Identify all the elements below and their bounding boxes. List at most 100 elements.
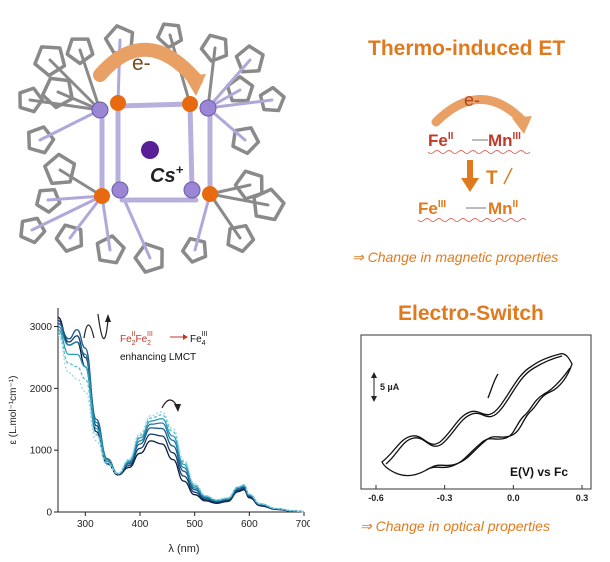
ligand-ring bbox=[95, 234, 126, 265]
ligand-ring bbox=[156, 22, 184, 50]
electro-title: Electro-Switch bbox=[398, 302, 544, 325]
annotation-note: enhancing LMCT bbox=[120, 352, 196, 363]
cv-trace bbox=[381, 353, 573, 477]
electron-transfer-arrowhead bbox=[184, 74, 206, 96]
lmct-arrowhead bbox=[174, 404, 181, 412]
mn-atom bbox=[183, 181, 201, 199]
spectrum-y-axis-label: ε (L.mol⁻¹cm⁻¹) bbox=[8, 376, 19, 445]
absorption-spectrum-chart: 300 400 500 600 700 0 1000 2000 3000 ε (L.mol⁻¹c… bbox=[8, 308, 310, 555]
ligand-ring bbox=[27, 125, 56, 155]
cv-axis-label: E(V) vs Fc bbox=[510, 465, 568, 479]
cv-trace bbox=[487, 373, 499, 399]
spectrum-x-axis-label: λ (nm) bbox=[168, 543, 199, 555]
mn-atom bbox=[111, 181, 129, 199]
ligand-bond bbox=[100, 194, 112, 252]
cv-traces bbox=[381, 353, 573, 477]
spectrum-x-tick-label: 300 bbox=[77, 519, 94, 530]
cv-trace bbox=[385, 355, 563, 465]
ligand-ring bbox=[35, 187, 62, 214]
current-scale-bottom bbox=[371, 396, 377, 402]
spectrum-y-tick-label: 2000 bbox=[30, 384, 53, 395]
spectrum-x-tick-label: 400 bbox=[132, 519, 149, 530]
ligand-bond bbox=[78, 48, 102, 112]
spectrum-y-tick-label: 1000 bbox=[30, 446, 53, 457]
ligand-bond bbox=[48, 58, 102, 112]
peak-up-arrow bbox=[83, 324, 95, 339]
ligand-ring bbox=[231, 126, 261, 156]
thermo-electron-arrowhead bbox=[512, 116, 532, 134]
ligand-sticks bbox=[18, 22, 286, 274]
spectrum-series-line bbox=[57, 332, 305, 513]
temperature-increase-arrow bbox=[503, 167, 513, 185]
ligand-bond bbox=[38, 108, 102, 142]
electron-transfer-arrow bbox=[93, 42, 203, 87]
ligand-ring bbox=[65, 37, 95, 66]
cv-trace bbox=[425, 367, 571, 471]
bottom-underline bbox=[417, 218, 527, 222]
ligand-bond bbox=[46, 194, 104, 202]
ligand-ring bbox=[226, 223, 256, 254]
spectrum-x-tick-label: 600 bbox=[241, 519, 258, 530]
ligand-ring bbox=[33, 45, 67, 78]
spectrum-series bbox=[57, 316, 305, 513]
ligand-bond bbox=[206, 58, 252, 110]
spectrum-x-tick-label: 500 bbox=[186, 519, 203, 530]
spectrum-series-line bbox=[57, 316, 305, 513]
cv-x-tick-label: -0.3 bbox=[437, 493, 453, 503]
ligand-ring bbox=[180, 236, 208, 264]
spectrum-series-line bbox=[57, 319, 305, 513]
cv-ticks: -0.6 -0.3 0.0 0.3 bbox=[368, 485, 588, 503]
top-mn-label: MnIII bbox=[488, 131, 521, 150]
current-scale-top bbox=[371, 372, 377, 378]
cube-edges bbox=[99, 101, 213, 203]
top-underline bbox=[427, 150, 531, 154]
ligand-ring bbox=[54, 223, 84, 253]
ligand-bond bbox=[58, 168, 104, 198]
fe-atom bbox=[110, 95, 126, 111]
fe-atom bbox=[94, 188, 110, 204]
spectrum-y-tick-label: 3000 bbox=[30, 322, 53, 333]
peak-down-arrowhead bbox=[105, 314, 111, 322]
spectrum-x-tick-label: 700 bbox=[296, 519, 310, 530]
ligand-bond bbox=[193, 192, 212, 252]
crystal-structure-image: e- Cs+ bbox=[18, 22, 286, 274]
cv-x-tick-label: 0.0 bbox=[507, 493, 520, 503]
spectrum-y-tick-label: 0 bbox=[46, 508, 52, 519]
thermo-title: Thermo-induced ET bbox=[368, 37, 566, 60]
thermo-electron-arrow bbox=[431, 95, 527, 127]
temperature-arrow-head bbox=[461, 178, 479, 192]
cs-atom bbox=[141, 141, 159, 159]
magnetic-consequence: ⇒ Change in magnetic properties bbox=[352, 249, 559, 265]
annotation-arrowhead bbox=[183, 334, 188, 340]
ligand-ring bbox=[133, 242, 164, 274]
optical-consequence: ⇒ Change in optical properties bbox=[360, 518, 550, 534]
ligand-bond bbox=[208, 192, 242, 240]
bottom-mn-label: MnII bbox=[488, 199, 518, 218]
temperature-label: T bbox=[486, 168, 498, 189]
annotation-left-fe: Fe2IIFe2III bbox=[120, 331, 153, 347]
peak-down-arrow bbox=[97, 313, 109, 340]
ligand-bond bbox=[28, 98, 102, 112]
ligand-bond bbox=[68, 194, 104, 240]
fe-atom bbox=[182, 96, 198, 112]
cv-x-tick-label: 0.3 bbox=[576, 493, 589, 503]
ligand-bond bbox=[30, 194, 104, 232]
structure-electron-label: e- bbox=[132, 52, 151, 75]
spectrum-axes: 300 400 500 600 700 0 1000 2000 3000 bbox=[30, 308, 310, 530]
ligand-bond bbox=[206, 46, 217, 110]
ligand-bond bbox=[206, 98, 274, 110]
thermo-scheme: e- FeII MnIII T FeIII MnII bbox=[417, 90, 532, 222]
bottom-fe-label: FeIII bbox=[418, 199, 446, 218]
cs-label: Cs+ bbox=[150, 162, 184, 187]
ligand-bond bbox=[208, 192, 270, 207]
fe-atom bbox=[202, 186, 218, 202]
current-scale-label: 5 µA bbox=[380, 382, 400, 392]
ligand-ring bbox=[258, 85, 286, 113]
annotation-right-fe: Fe4III bbox=[190, 331, 207, 347]
cyclic-voltammogram: -0.6 -0.3 0.0 0.3 5 µA E(V) vs Fc bbox=[360, 334, 592, 503]
ligand-ring bbox=[40, 76, 74, 110]
ligand-ring bbox=[234, 44, 265, 74]
thermo-electron-label: e- bbox=[464, 90, 480, 110]
cv-x-tick-label: -0.6 bbox=[368, 493, 384, 503]
